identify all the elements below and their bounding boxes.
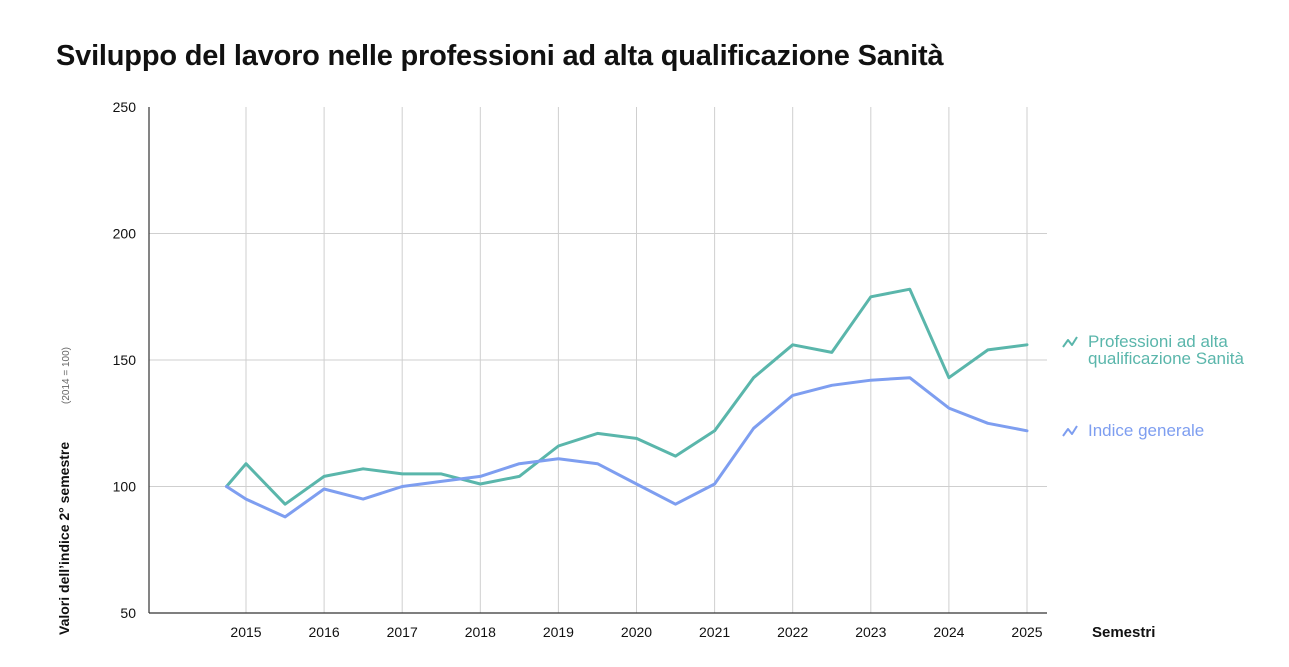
y-tick-labels: 50 100 150 200 250 [113,99,137,621]
y-tick-label: 100 [113,479,137,495]
legend-item-2: Indice generale [1062,421,1204,440]
x-tick-label: 2018 [465,624,496,640]
y-tick-label: 200 [113,226,137,242]
chart-title: Sviluppo del lavoro nelle professioni ad… [56,40,944,72]
x-tick-label: 2021 [699,624,730,640]
grid-lines [149,107,1047,613]
x-axis-label: Semestri [1092,624,1155,641]
x-tick-label: 2016 [309,624,340,640]
x-tick-label: 2015 [230,624,261,640]
x-tick-label: 2025 [1011,624,1042,640]
y-axis-label-note: (2014 = 100) [61,347,72,404]
axes [148,107,1047,614]
x-tick-label: 2024 [933,624,964,640]
x-tick-label: 2020 [621,624,652,640]
legend-label: Professioni ad alta [1088,332,1228,351]
series-lines [225,287,1029,519]
y-tick-label: 150 [113,352,137,368]
legend-label: Indice generale [1088,421,1204,440]
x-tick-label: 2019 [543,624,574,640]
series-line-2 [225,376,1029,519]
y-tick-label: 50 [120,605,136,621]
x-tick-label: 2017 [387,624,418,640]
x-tick-label: 2022 [777,624,808,640]
legend-line-icon [1062,336,1078,348]
y-tick-label: 250 [113,99,137,115]
x-tick-labels: 2015 2016 2017 2018 2019 2020 2021 2022 2023 2024… [230,624,1042,640]
y-axis-label: Valori dell’indice 2° semestre [56,442,72,635]
x-tick-label: 2023 [855,624,886,640]
legend-line-icon [1062,425,1078,437]
legend-label: qualificazione Sanità [1088,349,1244,368]
series-line-1 [225,287,1029,506]
